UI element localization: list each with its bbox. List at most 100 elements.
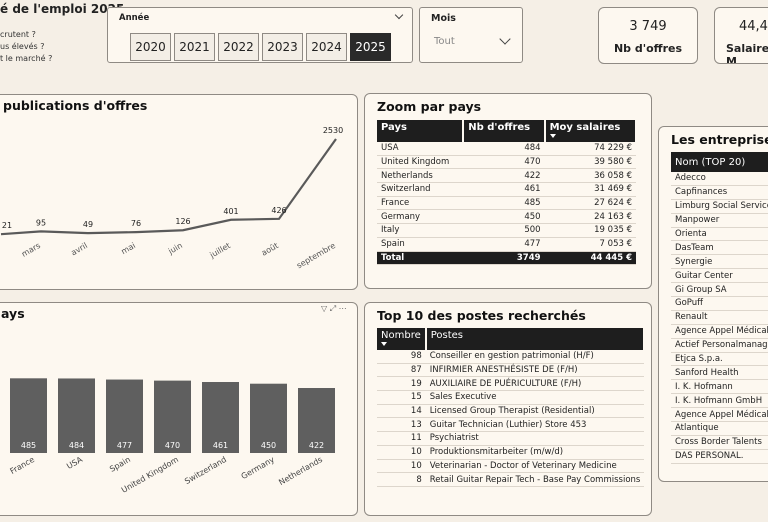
list-item[interactable]: Actief Personalmanage (671, 338, 768, 353)
year-button-2025[interactable]: 2025 (350, 33, 391, 61)
filter-icon[interactable]: ▽ (321, 304, 328, 313)
data-label: 21 (2, 221, 12, 230)
table-row[interactable]: 14 Licensed Group Therapist (Residential) (377, 404, 645, 419)
sort-desc-icon[interactable] (549, 134, 556, 138)
table-row[interactable]: USA 484 74 229 € (377, 142, 636, 156)
zoom-pays-card: Zoom par pays Pays Nb d'offres Moy salaire… (364, 93, 652, 289)
list-item[interactable]: Adecco (671, 172, 768, 186)
question-1: crutent ? (0, 30, 36, 39)
x-tick-label: septembre (295, 241, 337, 270)
list-item[interactable]: DAS PERSONAL. (671, 449, 768, 464)
list-item[interactable]: I. K. Hofmann GmbH (671, 393, 768, 409)
table-cell: 31 469 € (544, 182, 636, 197)
month-select-value: Tout (434, 36, 455, 47)
list-item[interactable]: GoPuff (671, 296, 768, 311)
chevron-down-icon[interactable] (394, 10, 404, 20)
table-cell: Conseiller en gestion patrimonial (H/F) (425, 350, 645, 364)
x-tick-label: USA (65, 455, 84, 471)
company-name: Renault (671, 310, 768, 325)
company-name: Guitar Center (671, 268, 768, 284)
table-row[interactable]: 98 Conseiller en gestion patrimonial (H/F… (377, 350, 645, 364)
list-item[interactable]: Limburg Social Services (671, 199, 768, 214)
company-name: Atlantique (671, 421, 768, 436)
company-name: DAS PERSONAL. (671, 449, 768, 464)
table-cell: 98 (377, 350, 426, 364)
series-line (0, 138, 337, 236)
list-item[interactable]: Agence Appel Médical (671, 324, 768, 339)
list-item[interactable]: Agence Appel Médical (671, 407, 768, 423)
year-slicer-label: Année (119, 13, 150, 23)
table-row[interactable]: 10 Veterinarian - Doctor of Veterinary Me… (377, 459, 645, 474)
table-cell: 485 (463, 196, 545, 211)
list-item[interactable]: Synergie (671, 254, 768, 270)
year-button-2021[interactable]: 2021 (174, 33, 215, 61)
list-item[interactable]: Atlantique (671, 421, 768, 436)
column-header[interactable]: Postes (425, 328, 646, 350)
table-cell: Spain (377, 237, 464, 252)
table-row[interactable]: 15 Sales Executive (377, 390, 645, 405)
table-row[interactable]: 19 AUXILIAIRE DE PUÉRICULTURE (F/H) (377, 376, 645, 392)
year-button-2024[interactable]: 2024 (306, 33, 347, 61)
company-name: I. K. Hofmann GmbH (671, 393, 768, 409)
year-button-2022[interactable]: 2022 (218, 33, 259, 61)
list-item[interactable]: Renault (671, 310, 768, 325)
table-cell: 13 (377, 417, 426, 433)
bar-value-label: 484 (69, 441, 84, 450)
list-item[interactable]: Gi Group SA (671, 282, 768, 298)
company-name: Synergie (671, 254, 768, 270)
column-header[interactable]: Pays (377, 120, 465, 142)
table-row[interactable]: Spain 477 7 053 € (377, 237, 636, 252)
year-button-2023[interactable]: 2023 (262, 33, 303, 61)
month-select[interactable]: Tout (428, 30, 518, 54)
focus-mode-icon[interactable]: ⤢ (329, 304, 337, 313)
table-header-row: Nombre Postes (377, 328, 646, 350)
table-row[interactable]: 87 INFIRMIER ANESTHÉSISTE DE (F/H) (377, 363, 645, 378)
table-cell: France (377, 196, 464, 211)
data-label: 426 (271, 206, 286, 215)
table-row[interactable]: France 485 27 624 € (377, 196, 636, 211)
year-button-2020[interactable]: 2020 (130, 33, 171, 61)
table-cell: 74 229 € (544, 142, 636, 156)
list-item[interactable]: I. K. Hofmann (671, 379, 768, 395)
more-options-icon[interactable]: ⋯ (338, 304, 347, 313)
bar-value-label: 470 (165, 441, 180, 450)
company-name: I. K. Hofmann (671, 379, 768, 395)
column-header[interactable]: Moy salaires (544, 120, 638, 142)
list-item[interactable]: DasTeam (671, 240, 768, 256)
table-total-row: Total 3749 44 445 € (377, 251, 636, 266)
sort-desc-icon[interactable] (381, 342, 387, 346)
table-cell: 484 (463, 142, 545, 156)
column-header[interactable]: Nb d'offres (463, 120, 546, 142)
table-row[interactable]: Switzerland 461 31 469 € (377, 182, 636, 197)
list-item[interactable]: Cross Border Talents (671, 435, 768, 450)
data-label: 126 (175, 217, 190, 226)
table-cell: USA (377, 142, 464, 156)
table-row[interactable]: 11 Psychiatrist (377, 431, 645, 446)
bar-value-label: 450 (261, 441, 276, 450)
list-item[interactable]: Guitar Center (671, 268, 768, 284)
list-item[interactable]: Manpower (671, 213, 768, 228)
list-item[interactable]: Sanford Health (671, 365, 768, 381)
table-cell: 10 (377, 459, 426, 474)
company-name: Sanford Health (671, 365, 768, 381)
bar (58, 378, 95, 453)
column-header[interactable]: Nombre (377, 328, 427, 350)
table-row[interactable]: Germany 450 24 163 € (377, 209, 636, 225)
table-cell: 19 035 € (544, 223, 636, 238)
table-row[interactable]: 10 Produktionsmitarbeiter (m/w/d) (377, 445, 645, 460)
bar-value-label: 477 (117, 441, 132, 450)
table-row[interactable]: Italy 500 19 035 € (377, 223, 636, 238)
total-cell: 44 445 € (544, 251, 636, 266)
column-header[interactable]: Nom (TOP 20) (671, 152, 768, 172)
question-2: us élevés ? (0, 42, 45, 51)
list-item[interactable]: Orienta (671, 227, 768, 242)
list-item[interactable]: Etjca S.p.a. (671, 352, 768, 367)
table-row[interactable]: 8 Retail Guitar Repair Tech - Base Pay Co… (377, 472, 645, 487)
table-row[interactable]: 13 Guitar Technician (Luthier) Store 453 (377, 417, 645, 433)
table-row[interactable]: Netherlands 422 36 058 € (377, 168, 636, 184)
list-item[interactable]: Capfinances (671, 185, 768, 200)
table-row[interactable]: United Kingdom 470 39 580 € (377, 155, 636, 170)
table-cell: 19 (377, 376, 426, 392)
kpi-label: Salaire M (726, 42, 768, 64)
